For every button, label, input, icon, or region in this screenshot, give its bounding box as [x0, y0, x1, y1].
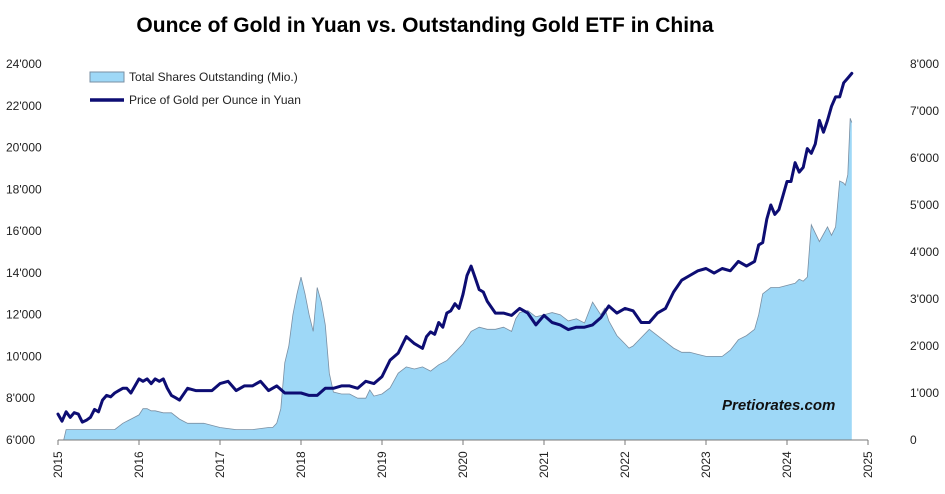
right-axis-ticks: 0 1'000 2'000 3'000 4'000 5'000 6'000 7'000 8'00… [910, 57, 939, 447]
x-tick-label: 2021 [537, 451, 551, 478]
x-tick-label: 2023 [699, 451, 713, 478]
left-tick-label: 20'000 [6, 141, 42, 155]
x-tick-label: 2016 [132, 451, 146, 478]
x-tick-label: 2024 [780, 451, 794, 478]
left-tick-label: 10'000 [6, 349, 42, 363]
x-tick-label: 2025 [861, 451, 875, 478]
left-axis-ticks: 6'000 8'000 10'000 12'000 14'000 16'000 18'000… [6, 57, 42, 447]
right-tick-label: 8'000 [910, 57, 939, 71]
right-tick-label: 1'000 [910, 386, 939, 400]
left-tick-label: 14'000 [6, 266, 42, 280]
series-layer [56, 71, 854, 441]
left-tick-label: 22'000 [6, 99, 42, 113]
series-area-shares-outstanding [58, 118, 852, 441]
right-tick-label: 2'000 [910, 339, 939, 353]
left-tick-label: 24'000 [6, 57, 42, 71]
legend: Total Shares Outstanding (Mio.) Price of… [89, 70, 301, 107]
legend-label-line: Price of Gold per Ounce in Yuan [129, 93, 301, 107]
legend-label-area: Total Shares Outstanding (Mio.) [129, 70, 298, 84]
watermark: Pretiorates.com [722, 397, 836, 414]
x-tick-label: 2015 [51, 451, 65, 478]
right-tick-label: 3'000 [910, 292, 939, 306]
x-tick-label: 2020 [456, 451, 470, 478]
left-tick-label: 18'000 [6, 182, 42, 196]
right-tick-label: 6'000 [910, 151, 939, 165]
x-tick-label: 2017 [213, 451, 227, 478]
left-tick-label: 12'000 [6, 308, 42, 322]
chart-title: Ounce of Gold in Yuan vs. Outstanding Go… [136, 14, 714, 37]
x-tick-label: 2019 [375, 451, 389, 478]
right-tick-label: 0 [910, 433, 917, 447]
x-axis-ticks: 2015 2016 2017 2018 2019 2020 2021 2022 2023 2024… [51, 440, 875, 478]
left-tick-label: 8'000 [6, 391, 35, 405]
x-tick-label: 2018 [294, 451, 308, 478]
legend-swatch-area [89, 71, 125, 83]
series-line-gold-price [56, 71, 854, 424]
right-tick-label: 4'000 [910, 245, 939, 259]
right-tick-label: 7'000 [910, 104, 939, 118]
left-tick-label: 6'000 [6, 433, 35, 447]
left-tick-label: 16'000 [6, 224, 42, 238]
right-tick-label: 5'000 [910, 198, 939, 212]
x-tick-label: 2022 [618, 451, 632, 478]
series-area-edge [58, 118, 853, 441]
